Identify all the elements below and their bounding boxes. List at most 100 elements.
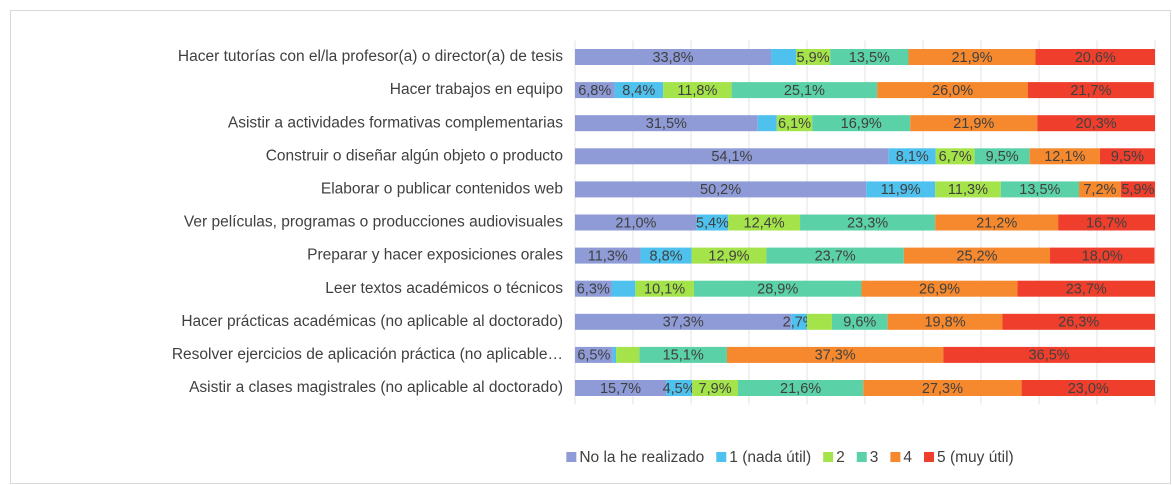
bar-segment xyxy=(726,346,944,363)
legend-label: 4 xyxy=(903,449,912,466)
bar-segment xyxy=(935,181,1001,198)
bar-segment xyxy=(693,280,862,297)
value-label: 21,9% xyxy=(951,50,992,66)
bar-segment xyxy=(866,181,936,198)
bar-segment xyxy=(575,346,613,363)
value-label: 20,6% xyxy=(1075,50,1116,66)
bar-segment xyxy=(696,214,729,231)
value-label: 21,9% xyxy=(953,116,994,132)
value-label: 20,3% xyxy=(1076,116,1117,132)
value-label: 9,5% xyxy=(986,149,1019,165)
bar-segment xyxy=(1002,313,1155,330)
bar-segment xyxy=(616,346,640,363)
legend-swatch xyxy=(823,452,834,462)
bar-segment xyxy=(771,49,796,65)
bar-segment xyxy=(691,247,767,264)
bar-segment xyxy=(776,115,813,132)
bar-segment xyxy=(861,280,1018,297)
bar-segment xyxy=(611,280,636,297)
category-label: Asistir a actividades formativas complem… xyxy=(228,114,563,131)
value-label: 37,3% xyxy=(815,348,856,364)
value-label: 11,8% xyxy=(677,83,717,99)
legend-swatch xyxy=(716,452,727,462)
value-label: 36,5% xyxy=(1029,348,1070,364)
value-label: 31,5% xyxy=(646,116,687,132)
bar-segment xyxy=(1000,181,1080,198)
category-label: Elaborar o publicar contenidos web xyxy=(321,180,563,197)
bar-segment xyxy=(575,313,792,330)
value-label: 6,8% xyxy=(578,83,611,99)
bar-segment xyxy=(575,380,667,396)
value-label: 16,9% xyxy=(841,116,882,132)
value-label: 28,9% xyxy=(757,282,798,298)
value-label: 21,2% xyxy=(976,215,1017,231)
value-label: 9,6% xyxy=(843,315,876,331)
value-label: 13,5% xyxy=(849,50,890,66)
value-label: 23,7% xyxy=(815,248,856,264)
value-label: 6,5% xyxy=(577,348,610,364)
value-label: 50,2% xyxy=(700,182,741,198)
value-label: 54,1% xyxy=(711,149,752,165)
bar-segment xyxy=(663,82,732,99)
bar-segment xyxy=(910,115,1038,132)
value-label: 21,6% xyxy=(780,381,821,397)
bar-segment xyxy=(639,346,727,363)
legend-label: 5 (muy útil) xyxy=(937,449,1014,466)
value-label: 11,3% xyxy=(588,248,628,264)
bar-segment xyxy=(692,380,738,396)
value-label: 19,8% xyxy=(924,315,965,331)
bar-segment xyxy=(1050,247,1155,264)
legend: No la he realizado 1 (nada útil) 2 3 4 5 (muy… xyxy=(566,449,1014,466)
bar-segment xyxy=(935,214,1059,231)
bar-segment xyxy=(575,115,758,132)
value-label: 23,0% xyxy=(1068,381,1109,397)
bar-segment xyxy=(1035,49,1155,65)
bar-segment xyxy=(575,49,772,65)
category-label: Hacer tutorías con el/la profesor(a) o d… xyxy=(178,48,563,65)
bar-segment xyxy=(888,148,936,165)
value-label: 23,7% xyxy=(1066,282,1107,298)
value-label: 5,9% xyxy=(1121,182,1154,198)
value-label: 27,3% xyxy=(922,381,963,397)
bar-segment xyxy=(812,115,911,132)
value-label: 23,3% xyxy=(847,215,888,231)
bar-segment xyxy=(666,380,693,396)
value-label: 8,8% xyxy=(650,248,683,264)
category-label: Asistir a clases magistrales (no aplicab… xyxy=(189,379,563,396)
bar-segment xyxy=(575,181,867,198)
bar-segment xyxy=(974,148,1030,165)
category-label: Construir o diseñar algún objeto o produ… xyxy=(266,147,563,164)
value-label: 11,9% xyxy=(881,182,921,198)
legend-label: 2 xyxy=(836,449,845,466)
value-label: 6,1% xyxy=(778,116,811,132)
bar-segment xyxy=(877,82,1028,99)
bar-segment xyxy=(1058,214,1155,231)
bar-segment xyxy=(863,380,1022,396)
bar-segment xyxy=(640,247,692,264)
value-label: 15,7% xyxy=(600,381,641,397)
value-label: 26,9% xyxy=(919,282,960,298)
bar-segment xyxy=(903,247,1051,264)
value-label: 12,4% xyxy=(744,215,785,231)
value-label: 7,9% xyxy=(699,381,732,397)
bar-segment xyxy=(1029,148,1100,165)
value-label: 26,3% xyxy=(1058,315,1099,331)
bar-segment xyxy=(614,82,664,99)
bar-segment xyxy=(1120,181,1155,198)
value-label: 9,5% xyxy=(1111,149,1144,165)
legend-swatch xyxy=(566,452,577,462)
bar-segment xyxy=(575,280,612,297)
bar-segment xyxy=(887,313,1003,330)
bar-segment xyxy=(757,115,777,132)
bar-segment xyxy=(1027,82,1154,99)
value-label: 37,3% xyxy=(663,315,704,331)
value-label: 8,4% xyxy=(622,83,655,99)
value-label: 8,1% xyxy=(896,149,929,165)
bar-segment xyxy=(1099,148,1155,165)
bar-segment xyxy=(831,313,888,330)
bar-segment xyxy=(1021,380,1155,396)
value-label: 12,1% xyxy=(1044,149,1085,165)
value-label: 21,0% xyxy=(615,215,656,231)
bar-segment xyxy=(766,247,904,264)
category-label: Preparar y hacer exposiciones orales xyxy=(307,247,563,264)
